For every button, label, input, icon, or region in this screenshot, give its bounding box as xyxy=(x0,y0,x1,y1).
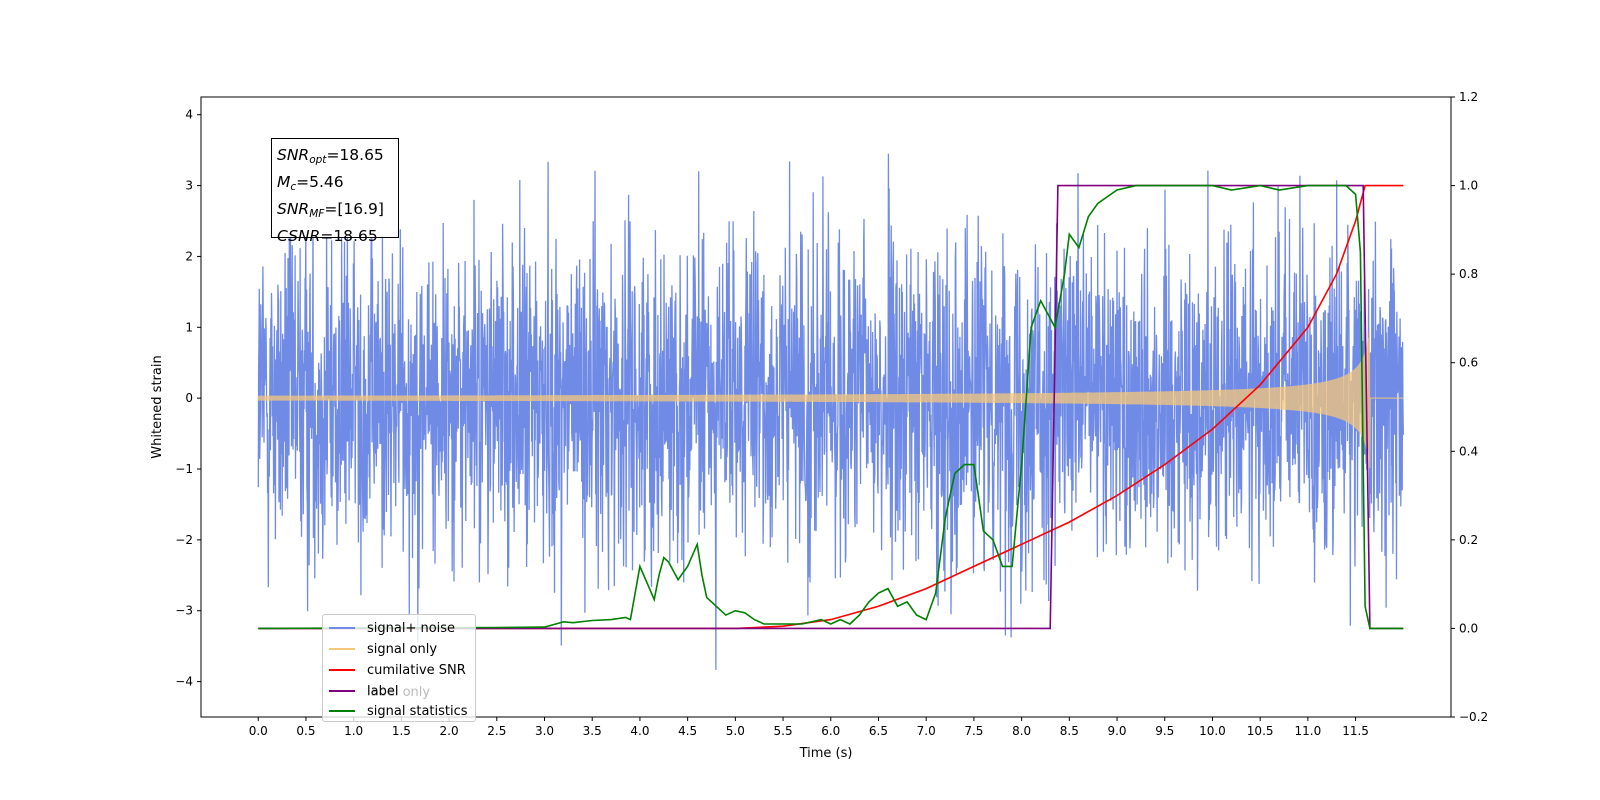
legend: signal+ noise signal only cumilative SNR… xyxy=(322,614,476,722)
x-tick-label: 8.5 xyxy=(1060,724,1079,738)
y-tick-label-right: −0.2 xyxy=(1459,710,1488,724)
y-axis-label-left: Whitened strain xyxy=(150,355,165,458)
legend-label-stack: label only label xyxy=(367,683,430,700)
legend-item-cumulative-snr: cumilative SNR xyxy=(329,660,466,680)
x-axis-label: Time (s) xyxy=(799,746,853,761)
legend-item-signal-statistics: signal statistics xyxy=(329,701,468,721)
legend-swatch xyxy=(329,710,355,712)
legend-label: signal statistics xyxy=(367,703,468,719)
y-tick-label-left: −1 xyxy=(175,462,193,476)
snr-mf-line: SNRMF=[16.9] xyxy=(277,200,384,220)
legend-item-signal-only: signal only xyxy=(329,639,437,659)
legend-swatch xyxy=(329,669,355,671)
y-tick-label-right: 1.0 xyxy=(1459,179,1478,193)
legend-label: signal+ noise xyxy=(367,620,456,636)
y-tick-label-left: 2 xyxy=(185,249,193,263)
y-tick-label-left: 1 xyxy=(185,320,193,334)
csnr-line: CSNR=18.65 xyxy=(277,227,378,245)
x-tick-label: 11.5 xyxy=(1342,724,1369,738)
y-tick-label-left: −3 xyxy=(175,604,193,618)
snr-opt-line: SNRopt=18.65 xyxy=(277,146,384,166)
x-tick-label: 3.5 xyxy=(583,724,602,738)
y-tick-label-right: 0.4 xyxy=(1459,444,1478,458)
legend-item-signal-noise: signal+ noise xyxy=(329,618,455,638)
y-tick-label-left: −4 xyxy=(175,675,193,689)
x-tick-label: 0.5 xyxy=(296,724,315,738)
x-tick-label: 2.5 xyxy=(487,724,506,738)
y-tick-label-left: −2 xyxy=(175,533,193,547)
x-tick-label: 1.0 xyxy=(344,724,363,738)
legend-label: label xyxy=(367,683,399,699)
y-tick-label-right: 0.8 xyxy=(1459,267,1478,281)
y-tick-label-right: 0.6 xyxy=(1459,356,1478,370)
series-signal-statistics xyxy=(258,184,1404,630)
x-tick-label: 1.5 xyxy=(392,724,411,738)
axes-layer: 0.0 0.5 1.0 1.5 2.0 2.5 3.0 3.5 4.0 4.5 5.0 5.5 6.0 6… xyxy=(175,90,1488,738)
y-tick-label-right: 0.0 xyxy=(1459,621,1478,635)
x-tick-label: 6.5 xyxy=(869,724,888,738)
legend-swatch xyxy=(329,648,355,650)
x-tick-label: 7.0 xyxy=(917,724,936,738)
series-layer xyxy=(257,153,1404,670)
chirp-mass-line: Mc=5.46 xyxy=(277,173,344,193)
x-tick-label: 5.0 xyxy=(726,724,745,738)
x-tick-label: 3.0 xyxy=(535,724,554,738)
legend-swatch xyxy=(329,690,355,692)
y-tick-label-left: 4 xyxy=(185,108,193,122)
series-signal-noise xyxy=(257,153,1404,670)
legend-label: signal only xyxy=(367,641,438,657)
y-tick-label-left: 3 xyxy=(185,179,193,193)
x-tick-label: 6.0 xyxy=(821,724,840,738)
x-tick-label: 4.5 xyxy=(678,724,697,738)
legend-label-hidden: label only xyxy=(367,684,431,700)
y-tick-label-right: 1.2 xyxy=(1459,90,1478,104)
plot-frame xyxy=(200,96,1452,718)
x-tick-label: 9.0 xyxy=(1107,724,1126,738)
stats-annotation-box: SNRopt=18.65 Mc=5.46 SNRMF=[16.9] CSNR=1… xyxy=(271,138,399,245)
series-signal-only xyxy=(257,331,1404,469)
x-tick-label: 9.5 xyxy=(1155,724,1174,738)
x-tick-label: 2.0 xyxy=(440,724,459,738)
x-tick-label: 10.5 xyxy=(1247,724,1274,738)
y-tick-label-right: 0.2 xyxy=(1459,533,1478,547)
x-tick-label: 11.0 xyxy=(1295,724,1322,738)
x-tick-label: 7.5 xyxy=(964,724,983,738)
x-tick-label: 5.5 xyxy=(774,724,793,738)
x-tick-label: 10.0 xyxy=(1199,724,1226,738)
legend-swatch xyxy=(329,627,355,629)
y-tick-label-left: 0 xyxy=(185,391,193,405)
x-tick-label: 8.0 xyxy=(1012,724,1031,738)
x-tick-label: 4.0 xyxy=(630,724,649,738)
x-tick-label: 0.0 xyxy=(249,724,268,738)
legend-item-label: label only label xyxy=(329,681,430,701)
legend-label: cumilative SNR xyxy=(367,662,466,678)
